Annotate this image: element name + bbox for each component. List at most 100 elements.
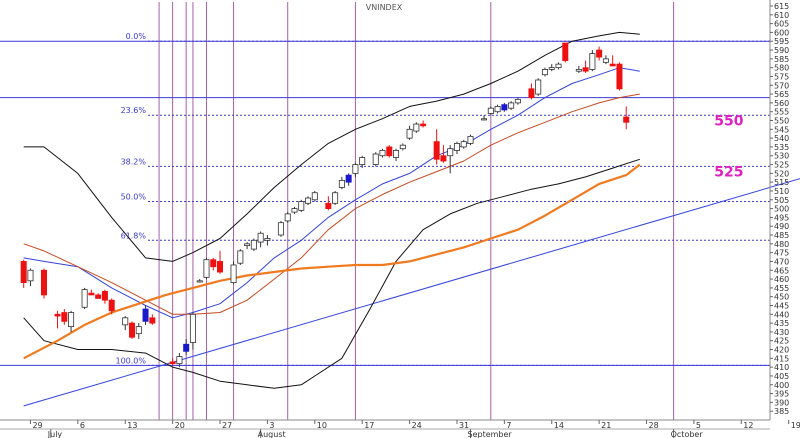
candle-48: [413, 122, 420, 133]
candle-body-38: [338, 180, 345, 188]
candle-56: [481, 115, 488, 121]
candle-33: [298, 199, 305, 213]
y-tick-label-565: 565: [774, 90, 789, 99]
x-tick-label-11: 14: [554, 421, 564, 430]
y-tick-label-465: 465: [774, 266, 789, 275]
candle-35: [311, 190, 318, 202]
x-tick-label-13: 28: [649, 421, 659, 430]
candle-body-16: [169, 361, 176, 365]
candle-body-68: [575, 69, 582, 72]
candle-5: [68, 310, 75, 332]
annotation-1: 525: [714, 165, 743, 181]
candle-13: [135, 323, 142, 339]
candle-10: [108, 298, 115, 315]
x-tick-label-7: 17: [364, 421, 374, 430]
candle-body-40: [352, 164, 359, 174]
candle-body-47: [406, 128, 413, 139]
candle-body-14: [142, 308, 149, 322]
candle-69: [582, 60, 589, 73]
candle-65: [548, 64, 555, 72]
y-tick-label-420: 420: [774, 346, 789, 355]
candle-body-31: [284, 213, 291, 222]
candle-58: [494, 104, 501, 114]
y-tick-label-535: 535: [774, 143, 789, 152]
candle-body-29: [264, 238, 271, 241]
y-tick-label-480: 480: [774, 240, 789, 249]
candle-62: [528, 83, 535, 100]
candle-body-62: [528, 88, 535, 99]
candle-6: [81, 287, 88, 310]
x-tick-label-12: 21: [601, 421, 611, 430]
fib-label-1: 23.6%: [121, 106, 147, 115]
fib-label-2: 38.2%: [121, 157, 147, 166]
y-tick-label-550: 550: [774, 117, 789, 126]
fib-label-4: 61.8%: [121, 231, 147, 240]
candle-body-4: [61, 312, 68, 322]
candle-27: [250, 238, 257, 251]
candle-46: [399, 143, 406, 151]
candle-24: [230, 261, 237, 285]
candle-body-65: [548, 67, 555, 70]
candle-32: [291, 206, 298, 214]
candle-body-15: [149, 317, 156, 324]
candle-body-37: [332, 192, 339, 204]
candle-18: [183, 338, 190, 355]
candle-60: [508, 101, 515, 110]
candle-body-32: [291, 208, 298, 213]
candle-body-0: [20, 261, 27, 283]
candle-body-5: [68, 312, 75, 328]
candle-body-48: [413, 123, 420, 132]
candle-body-55: [467, 135, 474, 144]
candle-4: [61, 309, 68, 325]
candle-body-67: [562, 42, 569, 62]
candle-16: [169, 358, 176, 366]
candle-37: [332, 190, 339, 206]
y-tick-label-455: 455: [774, 284, 789, 293]
y-tick-label-530: 530: [774, 152, 789, 161]
x-tick-label-2: 13: [127, 421, 137, 430]
candle-body-70: [589, 53, 596, 70]
candle-26: [244, 242, 251, 250]
candle-29: [264, 235, 271, 246]
candle-20: [196, 279, 203, 283]
candle-52: [447, 145, 454, 174]
candle-body-36: [325, 202, 332, 209]
candle-72: [602, 55, 609, 65]
x-tick-label-15: 12: [743, 421, 753, 430]
fib-label-0: 0.0%: [126, 32, 147, 41]
candle-body-33: [298, 201, 305, 211]
y-tick-label-610: 610: [774, 11, 789, 20]
candle-body-63: [535, 79, 542, 95]
candle-57: [487, 106, 494, 116]
x-tick-label-14: 5: [696, 421, 701, 430]
annotation-0: 550: [714, 114, 743, 130]
y-tick-label-590: 590: [774, 46, 789, 55]
y-tick-label-615: 615: [774, 2, 789, 11]
x-tick-label-6: 10: [317, 421, 327, 430]
y-tick-label-415: 415: [774, 354, 789, 363]
candle-8: [95, 293, 102, 299]
y-tick-label-570: 570: [774, 81, 789, 90]
candle-63: [535, 78, 542, 96]
y-tick-label-555: 555: [774, 108, 789, 117]
candle-21: [203, 257, 210, 280]
y-tick-label-600: 600: [774, 28, 789, 37]
fibonacci-levels: 0.0% 23.6% 38.2% 50.0% 61.8% 100.0%: [0, 32, 770, 366]
candle-66: [555, 62, 562, 70]
candle-body-41: [359, 157, 366, 165]
x-tick-label-5: 3: [269, 421, 274, 430]
candle-body-9: [101, 290, 108, 301]
candle-body-25: [237, 250, 244, 264]
y-tick-label-445: 445: [774, 301, 789, 310]
y-tick-label-510: 510: [774, 187, 789, 196]
y-tick-label-395: 395: [774, 390, 789, 399]
candle-39: [345, 173, 352, 186]
y-tick-label-400: 400: [774, 381, 789, 390]
y-tick-label-525: 525: [774, 161, 789, 170]
candle-51: [440, 145, 447, 163]
candle-1: [27, 268, 34, 287]
candle-body-21: [203, 259, 210, 278]
candle-body-39: [345, 174, 352, 183]
